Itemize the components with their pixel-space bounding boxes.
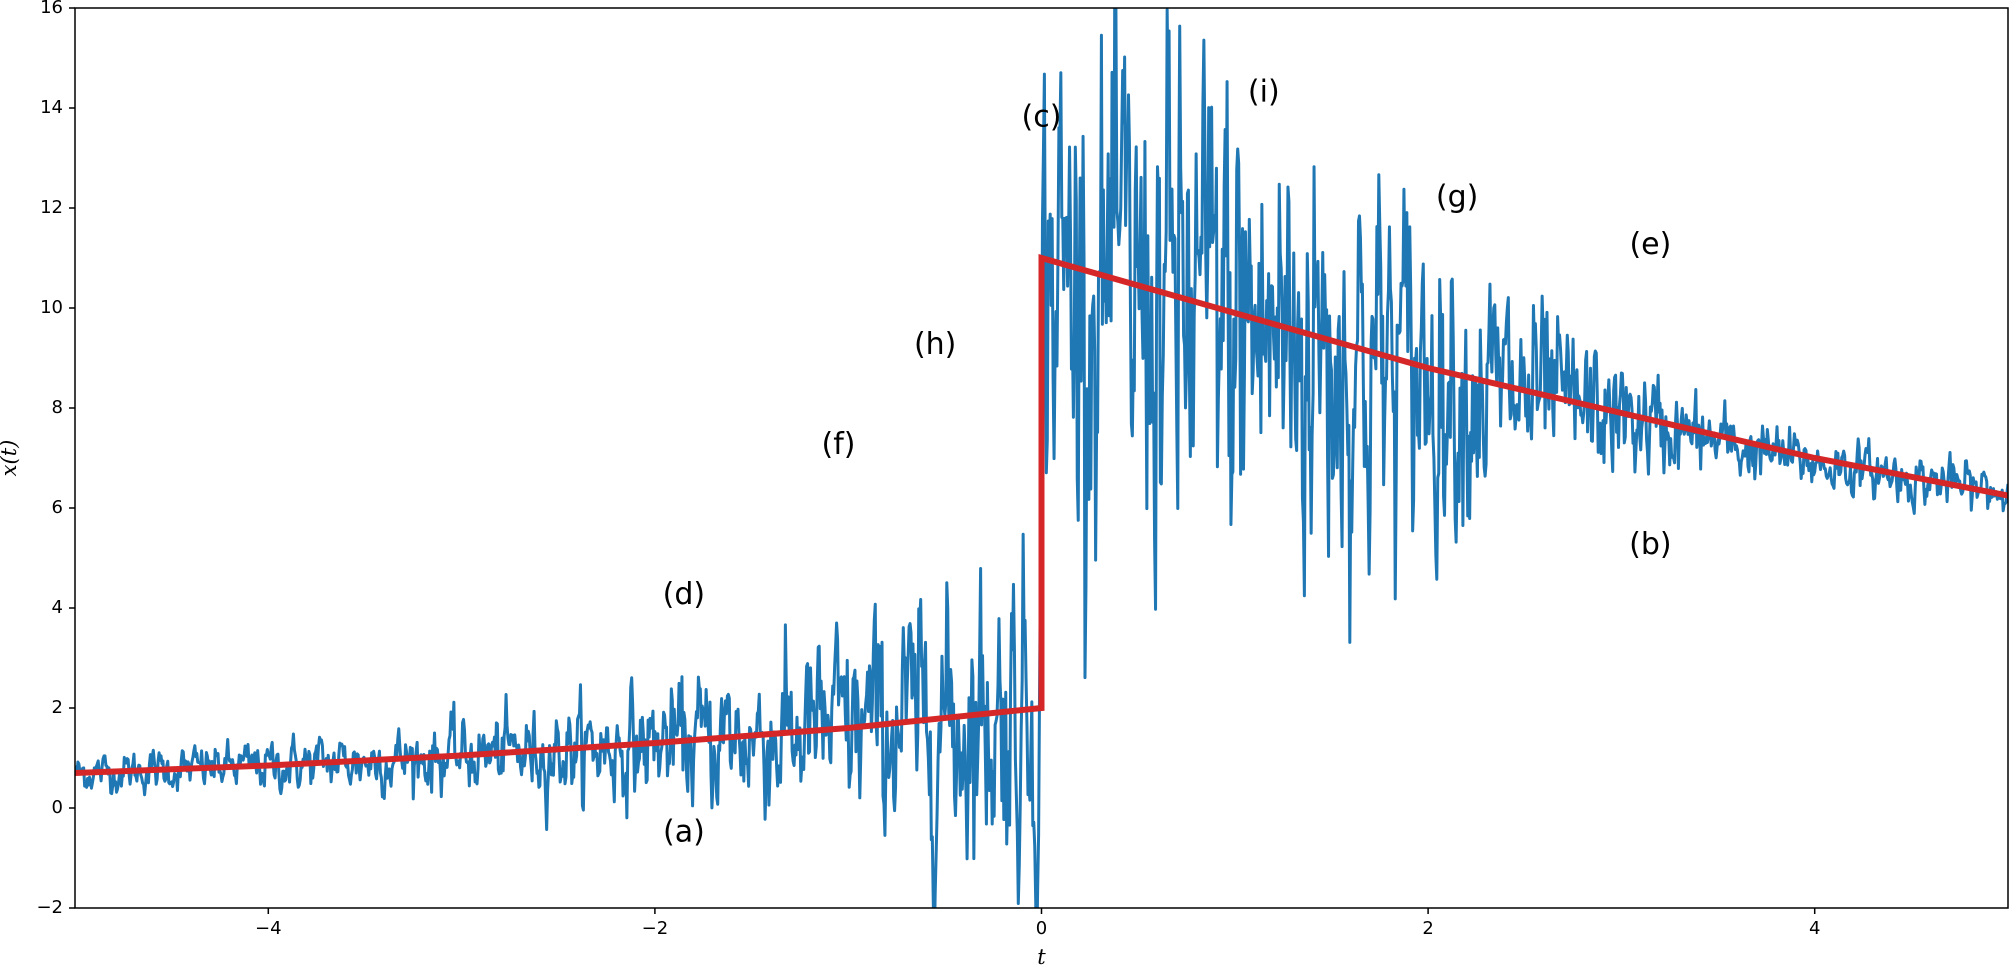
annotation-label: (e): [1629, 227, 1671, 262]
x-tick-label: 2: [1422, 918, 1433, 939]
annotation-label: (g): [1436, 180, 1478, 215]
annotation-label: (c): [1022, 100, 1062, 135]
annotation-label: (f): [822, 427, 856, 462]
x-tick-label: −4: [255, 918, 282, 939]
y-tick-label: 12: [40, 197, 63, 218]
series-layer: [75, 8, 2008, 908]
y-axis-label: x(t): [0, 440, 21, 477]
y-tick-label: 4: [52, 597, 63, 618]
annotation-label: (h): [914, 327, 956, 362]
series-line-trend: [75, 254, 2008, 776]
annotation-label: (d): [663, 577, 705, 612]
annotation-layer: (a) (b) (c) (d) (e) (f) (g) (h) (i): [663, 75, 1672, 850]
y-tick-label: 0: [52, 797, 63, 818]
y-tick-label: 16: [40, 0, 63, 18]
x-tick-label: 4: [1809, 918, 1820, 939]
x-axis-label: t: [1037, 945, 1046, 969]
y-tick-label: 8: [52, 397, 63, 418]
annotation-label: (a): [663, 815, 705, 850]
x-tick-label: −2: [642, 918, 669, 939]
annotation-label: (b): [1629, 527, 1671, 562]
axes-layer: −4 −2 0 2 4 −2 0 2 4 6 8 10 12 14 16: [36, 0, 2009, 939]
x-tick-label: 0: [1036, 918, 1047, 939]
y-tick-label: 14: [40, 97, 63, 118]
y-tick-label: 6: [52, 497, 63, 518]
y-tick-label: 10: [40, 297, 63, 318]
y-tick-label: 2: [52, 697, 63, 718]
y-tick-label: −2: [36, 897, 63, 918]
annotation-label: (i): [1248, 75, 1280, 110]
